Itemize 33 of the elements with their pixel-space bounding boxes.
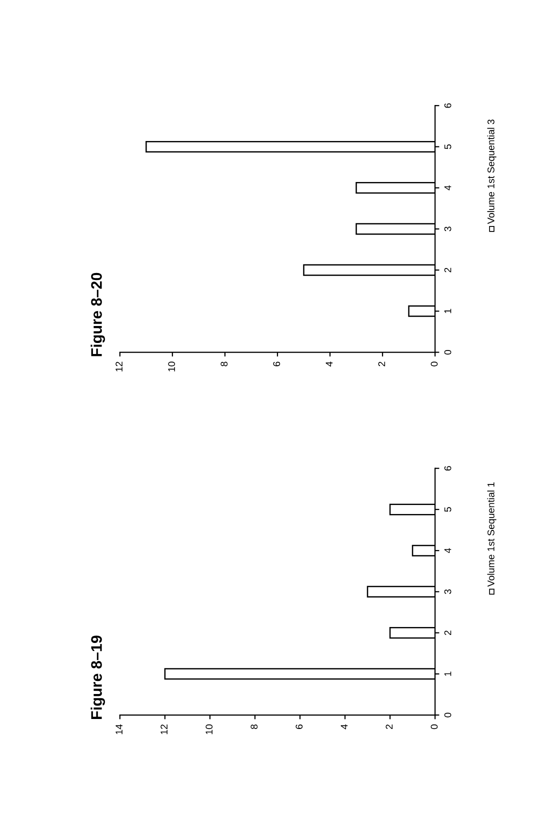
x-tick-label: 10 bbox=[168, 362, 176, 372]
x-tick-label: 4 bbox=[340, 724, 348, 730]
x-tick-label: 6 bbox=[273, 362, 280, 366]
x-tick-label: 2 bbox=[386, 724, 393, 729]
x-tick-label: 12 bbox=[116, 362, 122, 372]
y-tick-label: 3 bbox=[444, 589, 452, 594]
x-tick-label: 14 bbox=[116, 724, 122, 734]
x-tick-label: 8 bbox=[220, 362, 228, 366]
x-tick-label: 0 bbox=[430, 362, 438, 366]
y-tick-label: 1 bbox=[444, 308, 452, 314]
y-tick-label: 2 bbox=[444, 630, 452, 636]
y-tick-label: 5 bbox=[444, 144, 452, 150]
y-tick-label: 4 bbox=[444, 185, 452, 190]
y-tick-label: 0 bbox=[444, 712, 452, 718]
x-tick-label: 8 bbox=[250, 724, 258, 730]
x-tick-label: 10 bbox=[206, 724, 213, 734]
x-tick-label: 6 bbox=[296, 724, 303, 729]
y-tick-label: 0 bbox=[444, 350, 452, 355]
y-tick-label: 6 bbox=[444, 103, 452, 108]
y-tick-label: 6 bbox=[444, 466, 452, 471]
x-tick-label: 4 bbox=[326, 362, 333, 366]
x-tick-label: 12 bbox=[160, 724, 168, 734]
y-tick-label: 3 bbox=[444, 226, 452, 232]
text: Figure 8–19 bbox=[90, 636, 105, 719]
y-tick-label: 4 bbox=[444, 548, 452, 554]
y-tick-label: 2 bbox=[444, 268, 452, 272]
text: Volume 1st Sequential 3 bbox=[487, 120, 496, 224]
y-tick-label: 1 bbox=[444, 672, 452, 676]
x-tick-label: 2 bbox=[378, 362, 386, 366]
text: Volume 1st Sequential 1 bbox=[487, 482, 496, 587]
x-tick-label: 0 bbox=[430, 724, 438, 730]
y-tick-label: 5 bbox=[444, 507, 452, 512]
text: Figure 8–20 bbox=[90, 272, 105, 356]
